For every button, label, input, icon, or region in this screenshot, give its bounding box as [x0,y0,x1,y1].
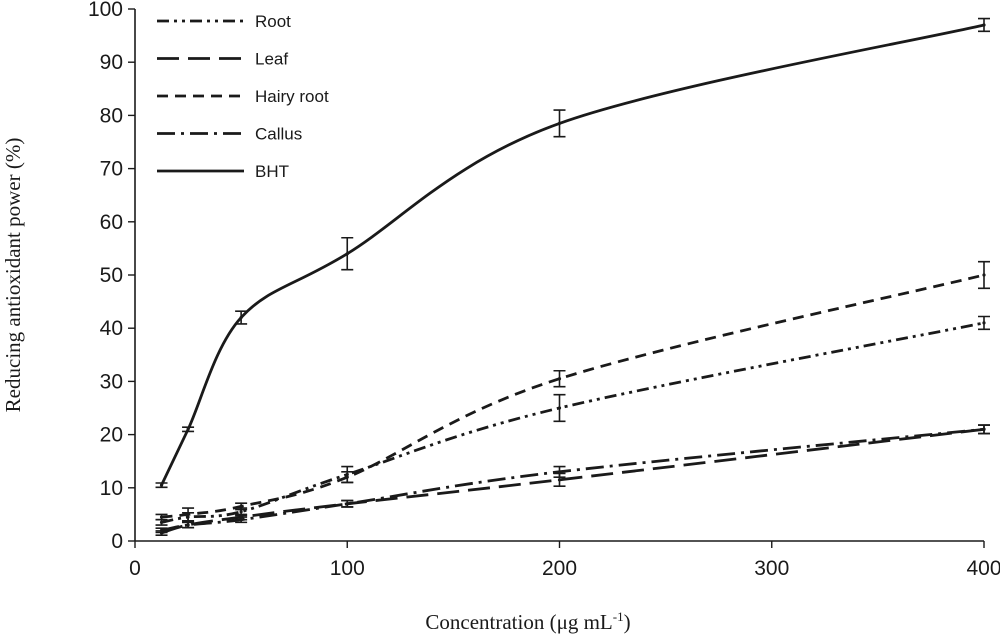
y-axis-title: Reducing antioxidant power (%) [1,138,25,413]
legend-label-callus: Callus [255,125,302,144]
error-bar-hairy-root [235,502,248,511]
error-bar-hairy-root [182,507,195,522]
x-tick-label: 0 [129,557,141,580]
legend: Root Leaf Hairy root Callus BHT [157,12,329,181]
y-tick-label: 40 [100,317,123,340]
series-callus [155,424,990,534]
series-line-leaf [161,427,985,535]
series-hairy-root [155,260,990,522]
series-root [155,315,990,526]
x-axis-title: Concentration (μg mL-1) [425,609,630,634]
error-bar-bht [978,17,990,33]
error-bar-callus [553,465,566,478]
y-tick-label: 90 [100,51,123,74]
error-bar-bht [553,109,566,138]
series-line-bht [160,23,985,486]
error-bar-bht [155,482,168,489]
error-bar-callus [235,516,248,524]
legend-label-bht: BHT [255,162,289,181]
x-tick-label: 100 [330,557,365,580]
x-tick-label: 300 [754,557,789,580]
y-tick-label: 20 [100,424,123,447]
series-layer [155,17,990,536]
y-tick-label: 10 [100,477,123,500]
error-bar-bht [182,426,195,433]
x-axis-title-main: Concentration (μg mL [425,610,612,634]
error-bar-callus [978,424,990,435]
error-bar-bht [235,310,248,325]
error-bar-callus [155,527,168,534]
error-bar-callus [341,499,354,508]
y-tick-label: 80 [100,104,123,127]
error-bar-hairy-root [978,260,990,290]
y-tick-label: 100 [88,0,123,21]
y-tick-label: 50 [100,264,123,287]
x-axis-title-sup: -1 [613,609,624,624]
error-bar-hairy-root [155,513,168,521]
series-line-callus [161,427,985,532]
error-bar-callus [182,521,195,529]
error-bar-bht [341,236,354,271]
series-line-hairy-root [161,273,985,519]
legend-label-leaf: Leaf [255,50,288,69]
y-tick-label: 60 [100,211,123,234]
x-tick-label: 200 [542,557,577,580]
error-bar-root [978,315,990,331]
x-axis-title-end: ) [624,610,631,634]
y-tick-label: 0 [111,530,123,553]
legend-label-hairy-root: Hairy root [255,87,329,106]
x-tick-label: 400 [966,557,1000,580]
series-bht [155,17,990,489]
legend-label-root: Root [255,12,291,31]
y-tick-label: 70 [100,158,123,181]
y-tick-label: 30 [100,370,123,393]
ticks: 0 10 20 30 40 50 60 70 80 90 100 0 100 200 300 400 [88,0,1000,580]
error-bar-hairy-root [553,369,566,388]
error-bar-hairy-root [341,471,354,484]
series-line-root [161,321,985,524]
error-bar-root [553,393,566,423]
